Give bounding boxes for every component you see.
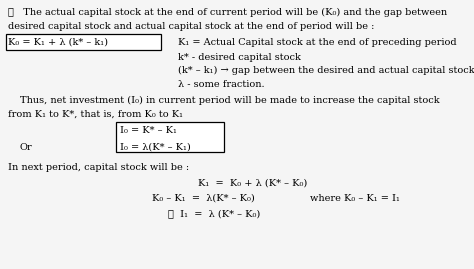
Text: ∴  I₁  =  λ (K* – K₀): ∴ I₁ = λ (K* – K₀) — [168, 209, 260, 218]
Text: In next period, capital stock will be :: In next period, capital stock will be : — [8, 163, 189, 172]
Text: Thus, net investment (I₀) in current period will be made to increase the capital: Thus, net investment (I₀) in current per… — [20, 96, 439, 105]
Text: I₀ = K* – K₁: I₀ = K* – K₁ — [120, 126, 177, 135]
Text: Or: Or — [20, 143, 33, 152]
Text: from K₁ to K*, that is, from K₀ to K₁: from K₁ to K*, that is, from K₀ to K₁ — [8, 110, 183, 119]
Bar — [116, 122, 224, 152]
Text: λ - some fraction.: λ - some fraction. — [178, 80, 264, 89]
Text: K₀ = K₁ + λ (k* – k₁): K₀ = K₁ + λ (k* – k₁) — [8, 38, 108, 47]
Text: I₀ = λ(K* – K₁): I₀ = λ(K* – K₁) — [120, 143, 191, 152]
Text: desired capital stock and actual capital stock at the end of period will be :: desired capital stock and actual capital… — [8, 22, 374, 31]
Bar — [6, 34, 161, 50]
Text: k* - desired capital stock: k* - desired capital stock — [178, 53, 301, 62]
Text: (k* – k₁) → gap between the desired and actual capital stock: (k* – k₁) → gap between the desired and … — [178, 66, 474, 75]
Text: where K₀ – K₁ = I₁: where K₀ – K₁ = I₁ — [310, 194, 400, 203]
Text: K₁ = Actual Capital stock at the end of preceding period: K₁ = Actual Capital stock at the end of … — [178, 38, 456, 47]
Text: K₀ – K₁  =  λ(K* – K₀): K₀ – K₁ = λ(K* – K₀) — [152, 194, 255, 203]
Text: ∴   The actual capital stock at the end of current period will be (K₀) and the g: ∴ The actual capital stock at the end of… — [8, 8, 447, 17]
Text: K₁  =  K₀ + λ (K* – K₀): K₁ = K₀ + λ (K* – K₀) — [198, 179, 307, 188]
